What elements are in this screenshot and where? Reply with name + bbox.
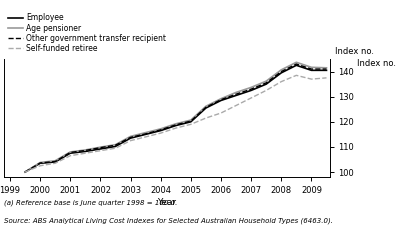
Self-funded retiree <box>68 154 73 157</box>
Other government transfer recipient <box>294 63 299 65</box>
Self-funded retiree <box>98 149 103 152</box>
Age pensioner <box>38 161 42 164</box>
Text: Source: ABS Analytical Living Cost Indexes for Selected Australian Household Typ: Source: ABS Analytical Living Cost Index… <box>4 217 333 224</box>
Text: (a) Reference base is June quarter 1998 = 100.0.: (a) Reference base is June quarter 1998 … <box>4 199 177 206</box>
Other government transfer recipient <box>83 149 88 152</box>
Employee <box>23 171 27 173</box>
Self-funded retiree <box>38 164 42 167</box>
Age pensioner <box>249 86 254 89</box>
Self-funded retiree <box>53 162 58 165</box>
Other government transfer recipient <box>219 98 224 101</box>
Employee <box>128 137 133 140</box>
Employee <box>113 145 118 148</box>
Self-funded retiree <box>279 80 284 83</box>
Age pensioner <box>113 143 118 146</box>
Other government transfer recipient <box>38 162 42 164</box>
Employee <box>294 64 299 67</box>
Other government transfer recipient <box>189 120 193 122</box>
Age pensioner <box>128 135 133 138</box>
Self-funded retiree <box>249 96 254 99</box>
Employee <box>249 89 254 92</box>
Age pensioner <box>143 131 148 134</box>
Self-funded retiree <box>143 136 148 138</box>
Self-funded retiree <box>189 123 193 126</box>
Other government transfer recipient <box>158 128 163 131</box>
Other government transfer recipient <box>143 133 148 135</box>
Self-funded retiree <box>204 117 208 119</box>
Self-funded retiree <box>128 139 133 142</box>
Other government transfer recipient <box>98 146 103 149</box>
Employee <box>143 133 148 136</box>
Other government transfer recipient <box>264 81 269 84</box>
Legend: Employee, Age pensioner, Other government transfer recipient, Self-funded retire: Employee, Age pensioner, Other governmen… <box>8 13 166 53</box>
Self-funded retiree <box>158 132 163 134</box>
Employee <box>158 129 163 132</box>
Age pensioner <box>324 67 329 69</box>
Age pensioner <box>158 128 163 130</box>
Line: Age pensioner: Age pensioner <box>25 62 326 172</box>
Other government transfer recipient <box>249 88 254 91</box>
Self-funded retiree <box>234 104 239 107</box>
Other government transfer recipient <box>68 151 73 154</box>
Line: Self-funded retiree: Self-funded retiree <box>25 75 326 172</box>
Age pensioner <box>68 151 73 153</box>
Age pensioner <box>264 80 269 82</box>
Age pensioner <box>189 119 193 121</box>
Age pensioner <box>23 171 27 173</box>
Y-axis label: Index no.: Index no. <box>357 59 396 68</box>
Self-funded retiree <box>23 171 27 173</box>
Employee <box>68 152 73 155</box>
Other government transfer recipient <box>128 136 133 139</box>
Line: Employee: Employee <box>25 65 326 172</box>
Employee <box>53 161 58 163</box>
Employee <box>204 107 208 109</box>
Employee <box>189 121 193 123</box>
Other government transfer recipient <box>234 93 239 96</box>
Employee <box>324 69 329 72</box>
Employee <box>98 148 103 150</box>
Employee <box>279 72 284 74</box>
Self-funded retiree <box>219 112 224 114</box>
Text: Index no.: Index no. <box>335 47 374 56</box>
Self-funded retiree <box>324 76 329 79</box>
Employee <box>173 124 178 127</box>
X-axis label: Year: Year <box>157 198 176 207</box>
Employee <box>264 83 269 86</box>
Age pensioner <box>234 91 239 94</box>
Self-funded retiree <box>113 147 118 150</box>
Age pensioner <box>279 69 284 71</box>
Other government transfer recipient <box>173 123 178 126</box>
Self-funded retiree <box>294 74 299 77</box>
Self-funded retiree <box>83 152 88 155</box>
Age pensioner <box>219 97 224 100</box>
Age pensioner <box>53 159 58 162</box>
Age pensioner <box>294 61 299 64</box>
Age pensioner <box>83 149 88 151</box>
Self-funded retiree <box>264 89 269 92</box>
Age pensioner <box>98 146 103 148</box>
Age pensioner <box>309 66 314 69</box>
Employee <box>38 162 42 165</box>
Employee <box>309 69 314 72</box>
Age pensioner <box>173 122 178 125</box>
Employee <box>83 150 88 153</box>
Age pensioner <box>204 105 208 108</box>
Other government transfer recipient <box>53 160 58 163</box>
Self-funded retiree <box>309 78 314 81</box>
Other government transfer recipient <box>279 70 284 73</box>
Other government transfer recipient <box>204 106 208 109</box>
Other government transfer recipient <box>23 171 27 173</box>
Other government transfer recipient <box>309 68 314 70</box>
Line: Other government transfer recipient: Other government transfer recipient <box>25 64 326 172</box>
Self-funded retiree <box>173 127 178 129</box>
Employee <box>219 99 224 102</box>
Employee <box>234 94 239 97</box>
Other government transfer recipient <box>324 68 329 70</box>
Other government transfer recipient <box>113 144 118 146</box>
